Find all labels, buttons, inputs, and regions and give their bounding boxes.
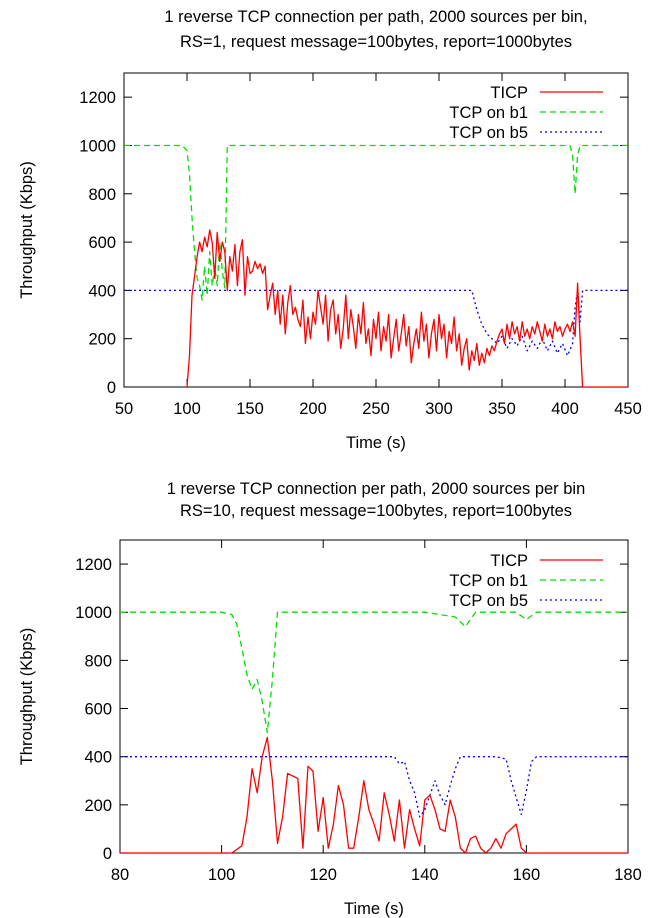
chart-subtitle: RS=1, request message=100bytes, report=1…	[180, 33, 572, 51]
x-tick-label: 350	[488, 400, 516, 418]
y-tick-label: 600	[88, 234, 116, 252]
x-tick-label: 150	[236, 400, 264, 418]
x-axis-label: Time (s)	[344, 900, 404, 918]
chart-1: 1 reverse TCP connection per path, 2000 …	[18, 8, 642, 452]
x-tick-label: 100	[173, 400, 201, 418]
series-line-tcp-on-b5	[124, 289, 628, 357]
series-line-tcp-on-b1	[124, 144, 628, 301]
x-tick-label: 200	[299, 400, 327, 418]
x-tick-label: 50	[115, 400, 133, 418]
series-line-tcp-on-b1	[120, 611, 628, 734]
chart-title: 1 reverse TCP connection per path, 2000 …	[164, 8, 587, 26]
y-axis-label: Throughput (Kbps)	[18, 628, 36, 766]
x-tick-label: 100	[208, 866, 236, 884]
chart-title: 1 reverse TCP connection per path, 2000 …	[167, 480, 586, 498]
x-tick-label: 180	[614, 866, 642, 884]
x-tick-label: 450	[614, 400, 642, 418]
y-tick-label: 200	[84, 797, 112, 815]
x-tick-label: 140	[411, 866, 439, 884]
legend-label: TICP	[490, 552, 528, 570]
y-tick-label: 0	[107, 379, 116, 397]
chart-2: 1 reverse TCP connection per path, 2000 …	[18, 480, 642, 918]
legend-label: TCP on b1	[449, 572, 528, 590]
x-axis-label: Time (s)	[346, 434, 406, 452]
y-tick-label: 600	[84, 701, 112, 719]
plot-frame	[119, 539, 629, 854]
x-tick-label: 80	[111, 866, 129, 884]
x-tick-label: 300	[425, 400, 453, 418]
x-tick-label: 120	[309, 866, 337, 884]
y-tick-label: 1200	[79, 89, 116, 107]
plot-frame	[123, 72, 629, 388]
x-tick-label: 160	[513, 866, 541, 884]
legend-label: TCP on b1	[449, 104, 528, 122]
y-tick-label: 1200	[75, 556, 112, 574]
x-tick-label: 250	[362, 400, 390, 418]
x-tick-label: 400	[551, 400, 579, 418]
y-tick-label: 800	[88, 186, 116, 204]
y-tick-label: 800	[84, 652, 112, 670]
y-tick-label: 200	[88, 331, 116, 349]
y-tick-label: 0	[103, 845, 112, 863]
series-line-ticp	[186, 229, 628, 387]
chart-subtitle: RS=10, request message=100bytes, report=…	[180, 502, 572, 520]
y-tick-label: 400	[88, 282, 116, 300]
y-tick-label: 1000	[79, 137, 116, 155]
y-axis-label: Throughput (Kbps)	[18, 161, 36, 299]
y-tick-label: 400	[84, 749, 112, 767]
y-tick-label: 1000	[75, 604, 112, 622]
legend-label: TICP	[490, 84, 528, 102]
legend-label: TCP on b5	[449, 592, 528, 610]
series-line-tcp-on-b5	[120, 756, 628, 818]
legend-label: TCP on b5	[449, 124, 528, 142]
series-line-ticp	[120, 736, 628, 853]
